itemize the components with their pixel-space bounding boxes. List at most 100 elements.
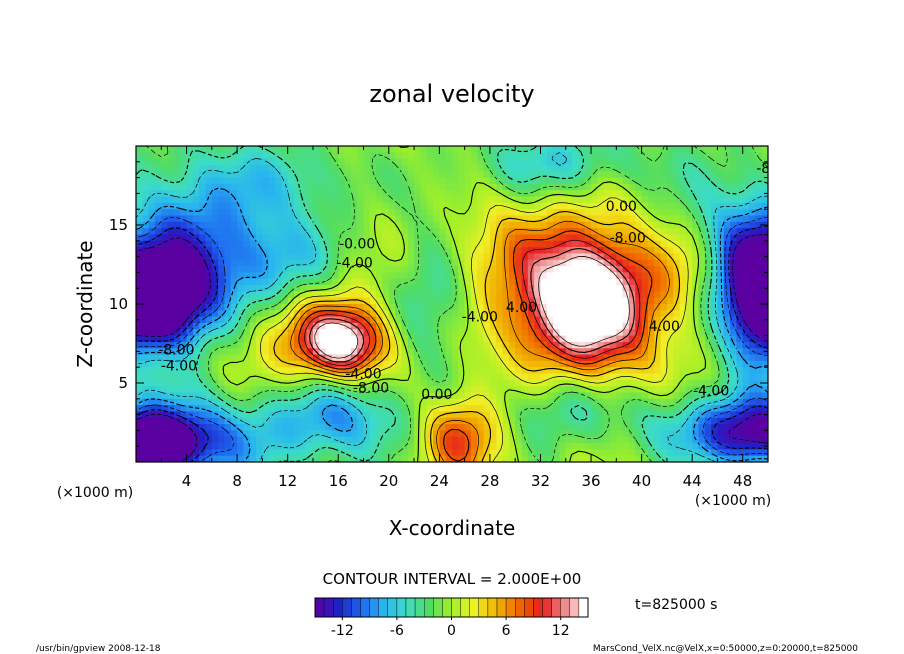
heatmap-cell bbox=[420, 158, 428, 166]
heatmap-cell bbox=[508, 405, 516, 413]
heatmap-cell bbox=[136, 373, 143, 381]
heatmap-cell bbox=[268, 360, 276, 368]
heatmap-cell bbox=[597, 443, 605, 450]
heatmap-cell bbox=[559, 430, 567, 438]
heatmap-cell bbox=[331, 272, 339, 280]
heatmap-cell bbox=[249, 221, 257, 229]
heatmap-cell bbox=[401, 171, 409, 179]
heatmap-cell bbox=[136, 266, 143, 273]
heatmap-cell bbox=[749, 367, 756, 375]
heatmap-cell bbox=[502, 266, 510, 273]
heatmap-cell bbox=[641, 177, 649, 185]
heatmap-cell bbox=[692, 266, 700, 273]
heatmap-cell bbox=[325, 310, 333, 318]
heatmap-cell bbox=[173, 202, 181, 210]
heatmap-cell bbox=[704, 164, 712, 172]
heatmap-cell bbox=[376, 221, 384, 229]
heatmap-cell bbox=[363, 430, 371, 438]
heatmap-cell bbox=[666, 221, 674, 229]
heatmap-cell bbox=[635, 221, 643, 229]
heatmap-cell bbox=[666, 360, 674, 368]
heatmap-cell bbox=[344, 183, 352, 191]
heatmap-cell bbox=[319, 379, 327, 387]
heatmap-cell bbox=[224, 430, 232, 438]
heatmap-cell bbox=[344, 455, 352, 462]
heatmap-cell bbox=[167, 316, 175, 324]
heatmap-cell bbox=[180, 329, 188, 337]
heatmap-cell bbox=[616, 171, 624, 179]
heatmap-cell bbox=[230, 424, 238, 431]
heatmap-cell bbox=[717, 424, 725, 431]
heatmap-cell bbox=[388, 405, 396, 413]
heatmap-cell bbox=[275, 424, 282, 431]
heatmap-cell bbox=[704, 146, 712, 153]
heatmap-cell bbox=[401, 285, 409, 292]
heatmap-cell bbox=[338, 348, 346, 356]
heatmap-cell bbox=[275, 449, 282, 457]
heatmap-cell bbox=[281, 310, 289, 318]
heatmap-cell bbox=[300, 436, 308, 444]
heatmap-cell bbox=[565, 291, 573, 299]
heatmap-cell bbox=[300, 354, 308, 362]
heatmap-cell bbox=[338, 367, 346, 375]
heatmap-cell bbox=[622, 354, 630, 362]
heatmap-cell bbox=[136, 164, 143, 172]
heatmap-cell bbox=[161, 398, 169, 406]
heatmap-cell bbox=[755, 367, 763, 375]
heatmap-cell bbox=[502, 297, 510, 305]
heatmap-cell bbox=[654, 335, 662, 343]
heatmap-cell bbox=[572, 215, 579, 223]
heatmap-cell bbox=[565, 373, 573, 381]
heatmap-cell bbox=[515, 379, 523, 387]
heatmap-cell bbox=[136, 430, 143, 438]
heatmap-cell bbox=[477, 183, 485, 191]
heatmap-cell bbox=[464, 430, 472, 438]
heatmap-cell bbox=[205, 253, 213, 261]
heatmap-cell bbox=[249, 367, 257, 375]
heatmap-cell bbox=[401, 183, 409, 191]
heatmap-cell bbox=[458, 291, 466, 299]
heatmap-cell bbox=[325, 367, 333, 375]
heatmap-cell bbox=[325, 411, 333, 419]
heatmap-cell bbox=[350, 247, 358, 255]
heatmap-cell bbox=[717, 215, 725, 223]
heatmap-cell bbox=[167, 196, 175, 204]
heatmap-cell bbox=[268, 285, 276, 292]
heatmap-cell bbox=[755, 278, 763, 286]
heatmap-cell bbox=[357, 266, 365, 273]
heatmap-cell bbox=[742, 266, 750, 273]
heatmap-cell bbox=[376, 158, 384, 166]
heatmap-cell bbox=[256, 379, 263, 387]
heatmap-cell bbox=[572, 234, 579, 242]
heatmap-cell bbox=[761, 335, 768, 343]
heatmap-cell bbox=[161, 360, 169, 368]
heatmap-cell bbox=[205, 310, 213, 318]
heatmap-cell bbox=[628, 392, 636, 400]
heatmap-cell bbox=[344, 316, 352, 324]
heatmap-cell bbox=[666, 209, 674, 217]
heatmap-cell bbox=[508, 335, 516, 343]
heatmap-cell bbox=[666, 202, 674, 210]
heatmap-cell bbox=[230, 341, 238, 349]
heatmap-cell bbox=[679, 329, 687, 337]
heatmap-cell bbox=[660, 171, 668, 179]
heatmap-cell bbox=[154, 221, 162, 229]
heatmap-cell bbox=[761, 259, 768, 267]
heatmap-cell bbox=[224, 443, 232, 450]
heatmap-cell bbox=[597, 228, 605, 236]
heatmap-cell bbox=[414, 392, 421, 400]
heatmap-cell bbox=[186, 341, 194, 349]
heatmap-cell bbox=[591, 209, 598, 217]
heatmap-cell bbox=[230, 335, 238, 343]
heatmap-cell bbox=[331, 221, 339, 229]
heatmap-cell bbox=[464, 202, 472, 210]
heatmap-cell bbox=[294, 367, 301, 375]
heatmap-cell bbox=[521, 360, 529, 368]
heatmap-cell bbox=[433, 221, 440, 229]
heatmap-cell bbox=[249, 272, 257, 280]
heatmap-cell bbox=[154, 164, 162, 172]
heatmap-cell bbox=[635, 360, 643, 368]
heatmap-cell bbox=[414, 171, 421, 179]
heatmap-cell bbox=[654, 373, 662, 381]
heatmap-cell bbox=[489, 443, 497, 450]
